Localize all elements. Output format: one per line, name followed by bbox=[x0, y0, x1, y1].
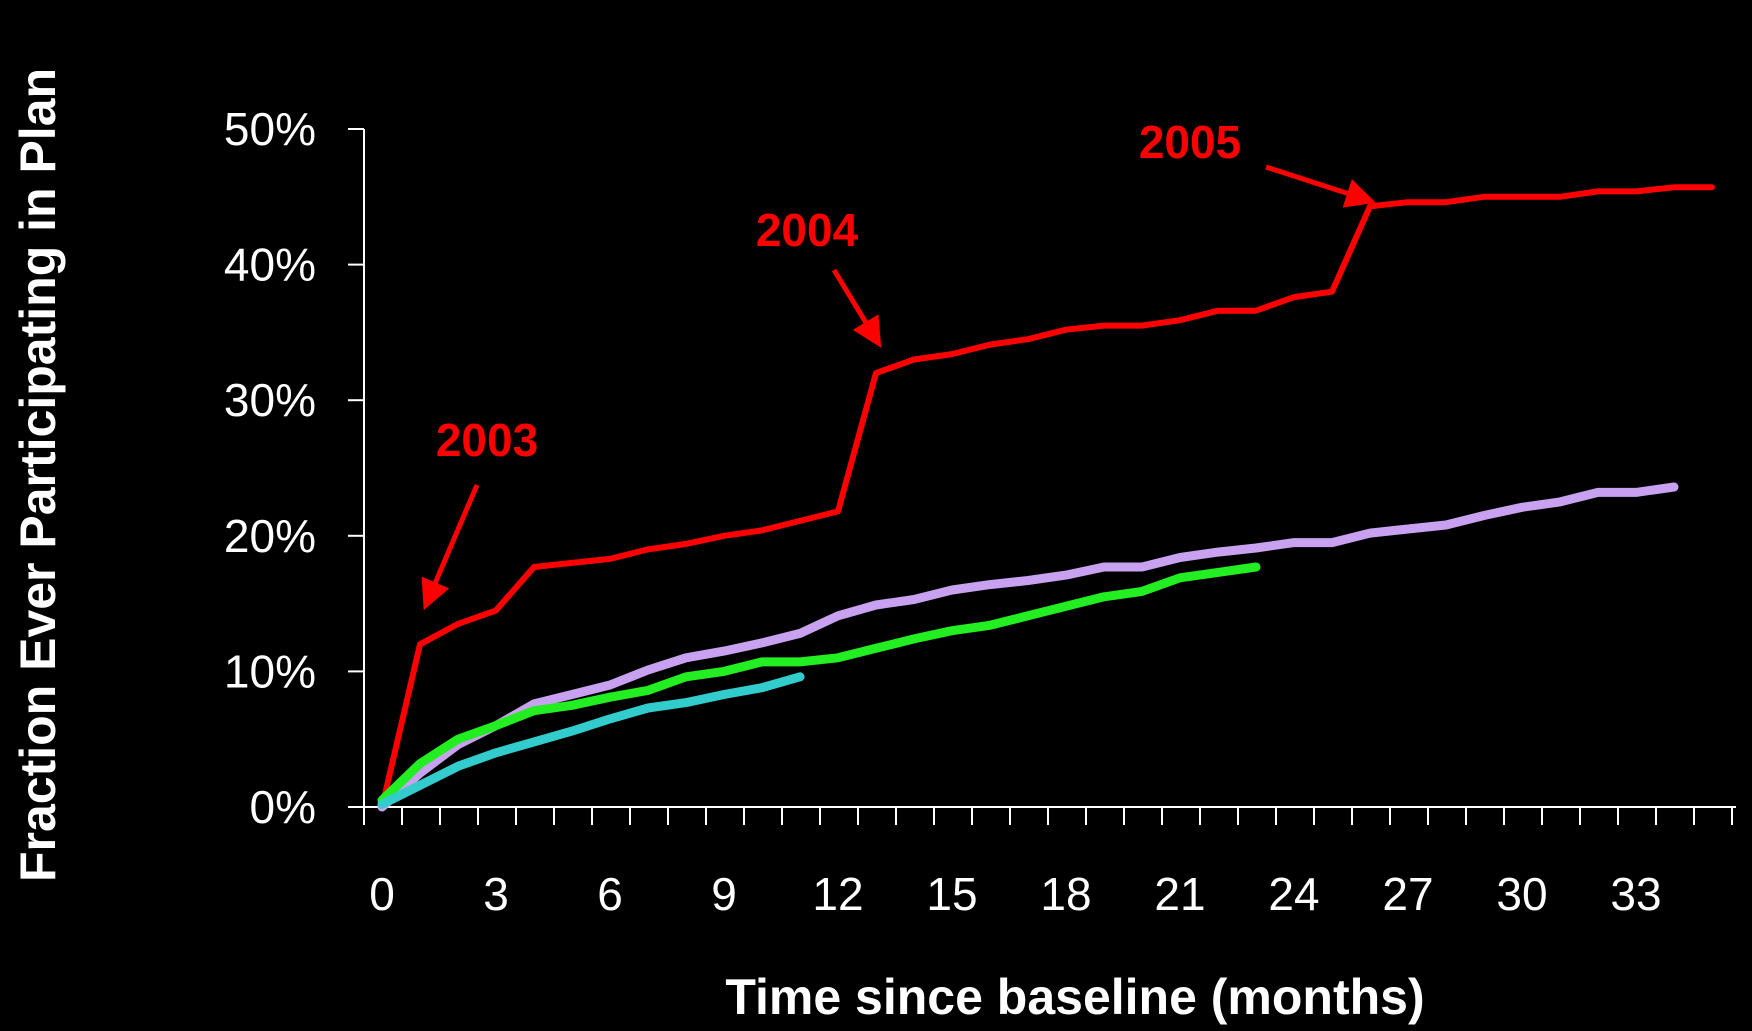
series-group bbox=[377, 184, 1715, 812]
x-tick-label: 30 bbox=[1496, 868, 1547, 920]
y-tick-label: 30% bbox=[224, 374, 316, 426]
x-axis-label: Time since baseline (months) bbox=[725, 969, 1424, 1025]
y-tick-label: 50% bbox=[224, 103, 316, 155]
y-tick-label: 20% bbox=[224, 510, 316, 562]
x-tick-label: 24 bbox=[1268, 868, 1319, 920]
x-tick-label: 9 bbox=[711, 868, 737, 920]
series-line-4 bbox=[377, 672, 805, 809]
annotation-arrow bbox=[831, 268, 882, 348]
y-tick-label: 10% bbox=[224, 645, 316, 697]
annotation-arrow bbox=[1265, 164, 1376, 208]
annotation-label: 2003 bbox=[436, 414, 538, 466]
annotation-label: 2004 bbox=[756, 204, 859, 256]
annotations: 2003 2004 2005 bbox=[421, 116, 1376, 611]
x-tick-label: 27 bbox=[1382, 868, 1433, 920]
series-line-2 bbox=[377, 482, 1679, 812]
axes: 0% 10% 20% 30% 40% 50% 0 3 6 9 12 15 18 21 24 27 30 33 bbox=[224, 103, 1736, 920]
x-tick-label: 0 bbox=[369, 868, 395, 920]
y-tick-label: 0% bbox=[250, 781, 316, 833]
x-tick-label: 6 bbox=[597, 868, 623, 920]
x-tick-label: 3 bbox=[483, 868, 509, 920]
y-tick-label: 40% bbox=[224, 239, 316, 291]
x-tick-label: 21 bbox=[1154, 868, 1205, 920]
series-line-3 bbox=[377, 562, 1261, 805]
x-tick-label: 15 bbox=[926, 868, 977, 920]
annotation-label: 2005 bbox=[1139, 116, 1241, 168]
x-tick-label: 12 bbox=[812, 868, 863, 920]
y-axis-label: Fraction Ever Participating in Plan bbox=[10, 68, 66, 882]
x-tick-label: 18 bbox=[1040, 868, 1091, 920]
x-tick-label: 33 bbox=[1610, 868, 1661, 920]
annotation-arrow bbox=[421, 484, 480, 611]
series-line-1 bbox=[379, 184, 1715, 810]
